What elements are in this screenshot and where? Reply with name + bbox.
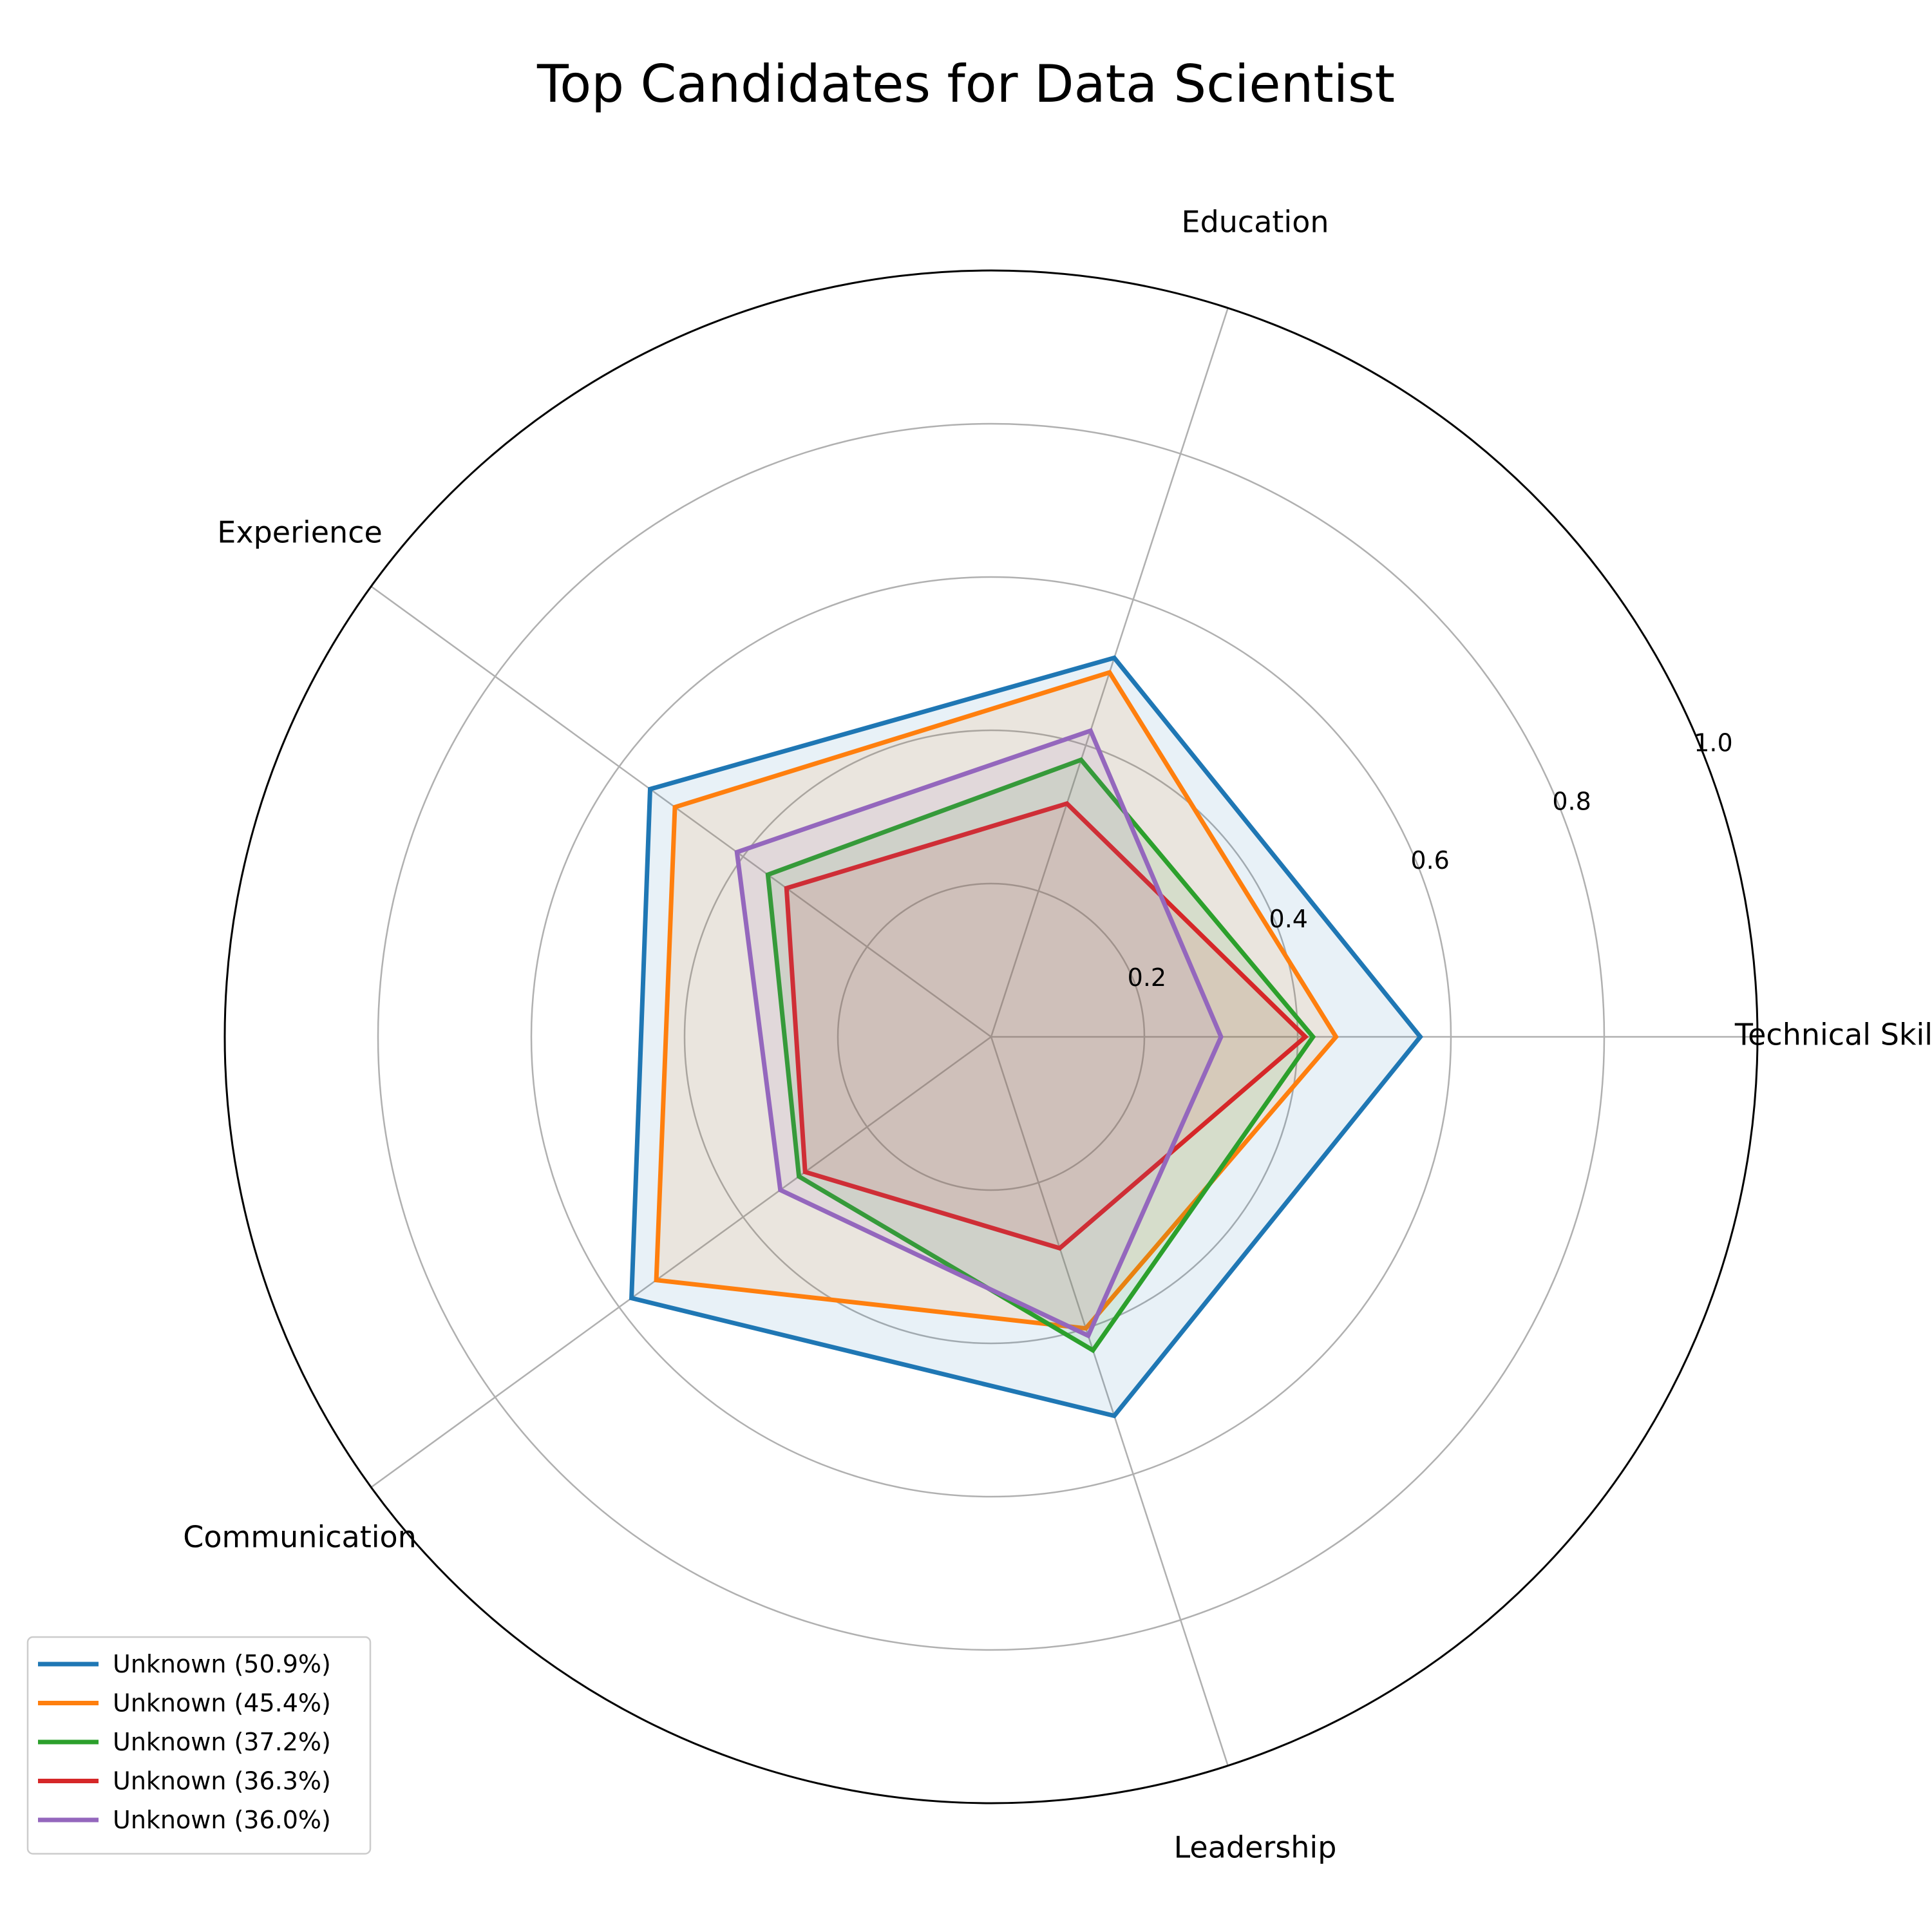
axis-label-1: Education — [1182, 205, 1329, 240]
series-line-2 — [765, 757, 1316, 1354]
axis-label-0: Technical Skills — [1734, 1018, 1932, 1052]
legend-label-2: Unknown (37.2%) — [113, 1728, 331, 1756]
grid-layer — [223, 269, 1759, 1804]
spoke-4 — [990, 1036, 1229, 1766]
legend-label-0: Unknown (50.9%) — [113, 1650, 331, 1678]
series-area-4 — [737, 730, 1221, 1336]
axis-label-4: Leadership — [1174, 1830, 1337, 1864]
series-line-4 — [734, 728, 1224, 1339]
legend-label-4: Unknown (36.0%) — [113, 1806, 331, 1834]
legend-label-1: Unknown (45.4%) — [113, 1689, 331, 1718]
grid-ring — [837, 882, 1146, 1191]
r-tick-label-3: 0.8 — [1552, 788, 1591, 816]
grid-ring — [377, 422, 1605, 1651]
axis-label-3: Communication — [183, 1519, 417, 1554]
legend-label-3: Unknown (36.3%) — [113, 1767, 331, 1795]
series-line-3 — [784, 800, 1309, 1251]
label-layer: Technical Skills Education Experience Commu… — [183, 205, 1932, 1865]
series-line-0 — [629, 655, 1423, 1419]
series-layer — [629, 655, 1423, 1419]
axis-label-2: Experience — [217, 515, 383, 550]
r-tick-label-4: 1.0 — [1694, 729, 1732, 757]
spoke-2 — [370, 585, 992, 1038]
series-line-1 — [654, 669, 1339, 1331]
chart-title: Top Candidates for Data Scientist — [536, 54, 1395, 114]
legend: Unknown (50.9%) Unknown (45.4%) Unknown (3… — [26, 1636, 372, 1855]
grid-ring — [530, 576, 1452, 1498]
r-tick-label-0: 0.2 — [1128, 963, 1166, 992]
outer-ring — [223, 269, 1759, 1804]
r-tick-label-2: 0.6 — [1410, 846, 1449, 875]
grid-ring — [683, 729, 1299, 1345]
legend-box — [26, 1636, 372, 1855]
series-area-0 — [631, 658, 1421, 1416]
r-tick-label-1: 0.4 — [1269, 905, 1308, 933]
spoke-3 — [370, 1036, 992, 1488]
